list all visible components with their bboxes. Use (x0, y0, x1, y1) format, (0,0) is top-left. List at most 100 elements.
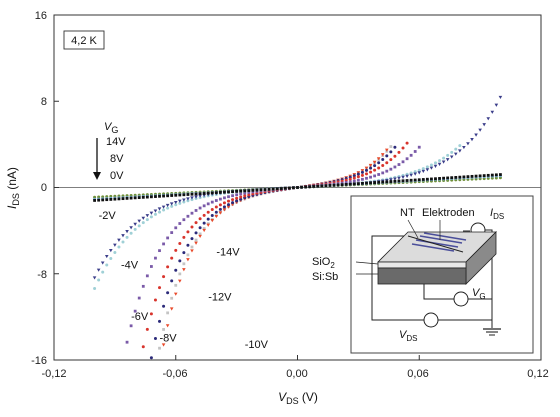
data-point (178, 242, 182, 246)
data-point (198, 234, 202, 239)
data-point (340, 183, 344, 187)
data-point (149, 312, 153, 316)
data-point (149, 211, 154, 215)
data-point (218, 197, 222, 201)
data-point (377, 180, 381, 184)
data-point (397, 150, 401, 154)
inset-label-sio2: SiO2 (312, 256, 335, 270)
data-point (129, 324, 133, 328)
data-point (381, 163, 385, 167)
data-point (377, 173, 381, 176)
curve-label: -6V (131, 311, 149, 323)
data-point (312, 185, 316, 188)
data-point (169, 307, 174, 311)
data-point (121, 234, 125, 238)
data-point (125, 230, 129, 234)
data-point (466, 142, 470, 146)
data-point (113, 251, 117, 255)
data-point (356, 182, 360, 186)
data-point (162, 328, 165, 331)
data-point (174, 203, 178, 207)
data-point (377, 166, 381, 170)
data-point (190, 237, 194, 241)
inset-label-electrodes: Elektroden (422, 207, 475, 219)
data-point (182, 251, 186, 255)
data-point (194, 241, 198, 245)
data-point (117, 245, 121, 249)
data-point (393, 179, 397, 183)
y-tick-label: -8 (37, 269, 47, 281)
data-point (434, 177, 437, 181)
data-point (166, 265, 170, 269)
data-point (344, 181, 348, 184)
data-point (194, 192, 198, 196)
data-point (498, 95, 503, 100)
data-point (141, 195, 145, 199)
data-point (352, 176, 356, 180)
data-point (499, 173, 502, 176)
data-point (153, 298, 157, 302)
oxide-pointer (355, 261, 379, 265)
data-point (153, 336, 157, 340)
data-point (210, 200, 214, 204)
data-point (186, 243, 190, 247)
silicon-layer (377, 267, 467, 285)
data-point (206, 210, 210, 214)
data-point (178, 272, 182, 276)
data-point (227, 203, 231, 207)
data-point (223, 196, 226, 200)
y-tick-label: 0 (41, 182, 47, 194)
y-tick-label: -16 (31, 355, 47, 367)
data-point (421, 169, 426, 174)
y-axis-title: IDS (nA) (5, 167, 21, 209)
data-point (348, 180, 352, 184)
data-point (369, 175, 372, 179)
vds-source-circle (423, 312, 439, 328)
data-point (109, 257, 113, 261)
data-point (441, 160, 446, 164)
data-point (145, 214, 150, 218)
inset-label-nt: NT (400, 207, 415, 219)
data-point (202, 204, 206, 208)
data-point (125, 235, 129, 239)
data-point (381, 158, 385, 162)
data-point (198, 194, 202, 198)
data-point (223, 190, 226, 194)
data-point (194, 195, 198, 199)
data-point (296, 186, 299, 189)
data-point (194, 221, 198, 225)
data-point (166, 236, 170, 240)
curve-label: -2V (99, 210, 117, 222)
data-point (202, 192, 206, 195)
data-point (154, 195, 157, 198)
data-point (235, 196, 239, 200)
data-point (397, 163, 401, 166)
data-point (231, 201, 235, 205)
data-point (482, 123, 486, 127)
data-point (162, 208, 166, 212)
data-point (458, 144, 462, 148)
data-point (149, 215, 153, 219)
data-point (170, 231, 174, 234)
data-point (198, 232, 202, 236)
data-point (393, 177, 397, 181)
data-point (92, 276, 97, 280)
curve-label: -4V (121, 259, 139, 271)
data-point (486, 173, 490, 177)
data-point (478, 128, 482, 132)
data-point (361, 181, 364, 185)
data-point (226, 205, 231, 209)
temperature-box (63, 30, 105, 50)
data-point (218, 191, 222, 194)
data-point (214, 205, 218, 209)
data-point (186, 230, 190, 234)
data-point (222, 205, 226, 209)
data-point (401, 160, 405, 164)
data-point (360, 169, 365, 173)
data-point (133, 196, 137, 200)
data-point (202, 227, 206, 230)
data-point (458, 175, 462, 179)
data-point (429, 166, 434, 170)
data-point (365, 176, 368, 180)
data-point (247, 189, 251, 193)
